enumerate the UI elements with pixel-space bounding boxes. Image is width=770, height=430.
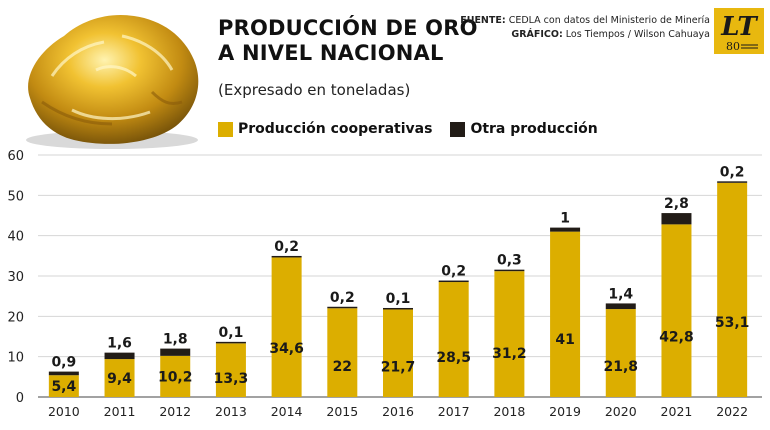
data-label-cooperativas: 10,2 (158, 369, 193, 385)
bar-otra-produccion (605, 303, 636, 310)
bar-cooperativas (494, 271, 525, 397)
data-label-otra-produccion: 0,3 (497, 253, 522, 269)
data-label-cooperativas: 53,1 (715, 315, 750, 331)
x-tick-label: 2014 (271, 404, 303, 419)
source-text: CEDLA con datos del Ministerio de Minerí… (508, 15, 710, 26)
y-tick-label: 20 (7, 310, 24, 325)
bar-otra-produccion (160, 348, 191, 356)
data-label-otra-produccion: 1,6 (107, 336, 132, 352)
legend-swatch-otra (450, 121, 466, 137)
y-tick-label: 40 (7, 230, 24, 245)
legend-label-cooperativas: Producción cooperativas (238, 121, 433, 137)
data-label-otra-produccion: 0,9 (51, 355, 76, 371)
data-label-cooperativas: 22 (333, 359, 352, 375)
x-tick-label: 2012 (159, 404, 191, 419)
bar-otra-produccion (215, 341, 246, 344)
data-label-cooperativas: 13,3 (214, 371, 249, 387)
bar-cooperativas (160, 355, 191, 397)
data-label-cooperativas: 34,6 (269, 341, 304, 357)
data-label-otra-produccion: 1,4 (608, 286, 633, 302)
x-tick-label: 2018 (493, 404, 525, 419)
bar-cooperativas (661, 224, 692, 397)
x-tick-label: 2019 (549, 404, 581, 419)
data-label-otra-produccion: 0,2 (441, 264, 466, 280)
bar-otra-produccion (550, 227, 581, 232)
bar-cooperativas (438, 282, 469, 397)
logo-letters: LT (720, 12, 758, 42)
bar-otra-produccion (327, 306, 358, 309)
y-tick-label: 50 (7, 189, 24, 204)
data-label-cooperativas: 42,8 (659, 330, 694, 346)
bar-otra-produccion (48, 371, 79, 376)
y-tick-label: 30 (7, 270, 24, 285)
data-label-cooperativas: 5,4 (51, 379, 76, 395)
bar-cooperativas (104, 359, 135, 397)
graphic-line: GRÁFICO: Los Tiempos / Wilson Cahuaya (460, 28, 710, 42)
x-tick-label: 2016 (382, 404, 414, 419)
source-credits: FUENTE: CEDLA con datos del Ministerio d… (460, 14, 710, 42)
bar-cooperativas (717, 182, 748, 397)
chart-title-line-1: PRODUCCIÓN DE ORO (218, 16, 478, 40)
y-tick-label: 60 (7, 149, 24, 164)
source-label: FUENTE: (460, 15, 506, 26)
x-tick-label: 2020 (605, 404, 637, 419)
bar-cooperativas (271, 257, 302, 397)
data-label-otra-produccion: 0,2 (274, 239, 299, 255)
bar-otra-produccion (661, 213, 692, 225)
logo-number: 80 (726, 40, 740, 53)
data-label-cooperativas: 9,4 (107, 371, 132, 387)
data-label-otra-produccion: 0,1 (386, 291, 411, 307)
graphic-label: GRÁFICO: (511, 29, 563, 40)
bar-otra-produccion (494, 269, 525, 272)
y-tick-label: 0 (16, 391, 24, 406)
data-label-otra-produccion: 1,8 (163, 332, 188, 348)
data-label-otra-produccion: 2,8 (664, 196, 689, 212)
gold-nugget-illustration (26, 14, 199, 149)
bar-cooperativas (550, 231, 581, 397)
bar-otra-produccion (383, 307, 413, 310)
x-tick-label: 2021 (661, 404, 693, 419)
data-label-otra-produccion: 0,1 (219, 325, 244, 341)
x-tick-label: 2010 (48, 404, 80, 419)
bar-otra-produccion (104, 352, 135, 360)
legend-swatch-cooperativas (218, 121, 233, 137)
x-tick-label: 2015 (326, 404, 358, 419)
bar-otra-produccion (438, 280, 469, 283)
chart-title: PRODUCCIÓN DE ORO A NIVEL NACIONAL (218, 16, 478, 66)
legend-item-cooperativas: Producción cooperativas (218, 121, 432, 137)
y-tick-label: 10 (7, 351, 24, 366)
bar-cooperativas (383, 309, 413, 397)
bar-cooperativas (215, 343, 246, 397)
chart-subtitle: (Expresado en toneladas) (218, 81, 411, 99)
data-label-otra-produccion: 0,2 (720, 164, 745, 180)
data-label-cooperativas: 21,8 (603, 359, 638, 375)
legend-item-otra: Otra producción (450, 121, 598, 137)
source-line: FUENTE: CEDLA con datos del Ministerio d… (460, 14, 710, 28)
x-tick-label: 2022 (716, 404, 748, 419)
bar-otra-produccion (271, 255, 302, 258)
data-label-cooperativas: 21,7 (381, 359, 416, 375)
bar-cooperativas (327, 308, 358, 397)
legend-label-otra: Otra producción (470, 121, 598, 137)
data-label-cooperativas: 28,5 (436, 350, 471, 366)
x-tick-label: 2017 (438, 404, 470, 419)
x-tick-label: 2011 (104, 404, 136, 419)
graphic-text: Los Tiempos / Wilson Cahuaya (565, 29, 710, 40)
chart-legend: Producción cooperativas Otra producción (218, 121, 616, 137)
chart-title-line-2: A NIVEL NACIONAL (218, 41, 444, 65)
bar-cooperativas (605, 309, 636, 397)
data-label-otra-produccion: 0,2 (330, 290, 355, 306)
bar-otra-produccion (717, 181, 748, 183)
data-label-cooperativas: 41 (555, 332, 574, 348)
x-tick-label: 2013 (215, 404, 247, 419)
data-label-otra-produccion: 1 (560, 211, 570, 227)
data-label-cooperativas: 31,2 (492, 346, 527, 362)
bar-cooperativas (48, 375, 79, 397)
los-tiempos-logo: LT 80 (714, 8, 764, 54)
